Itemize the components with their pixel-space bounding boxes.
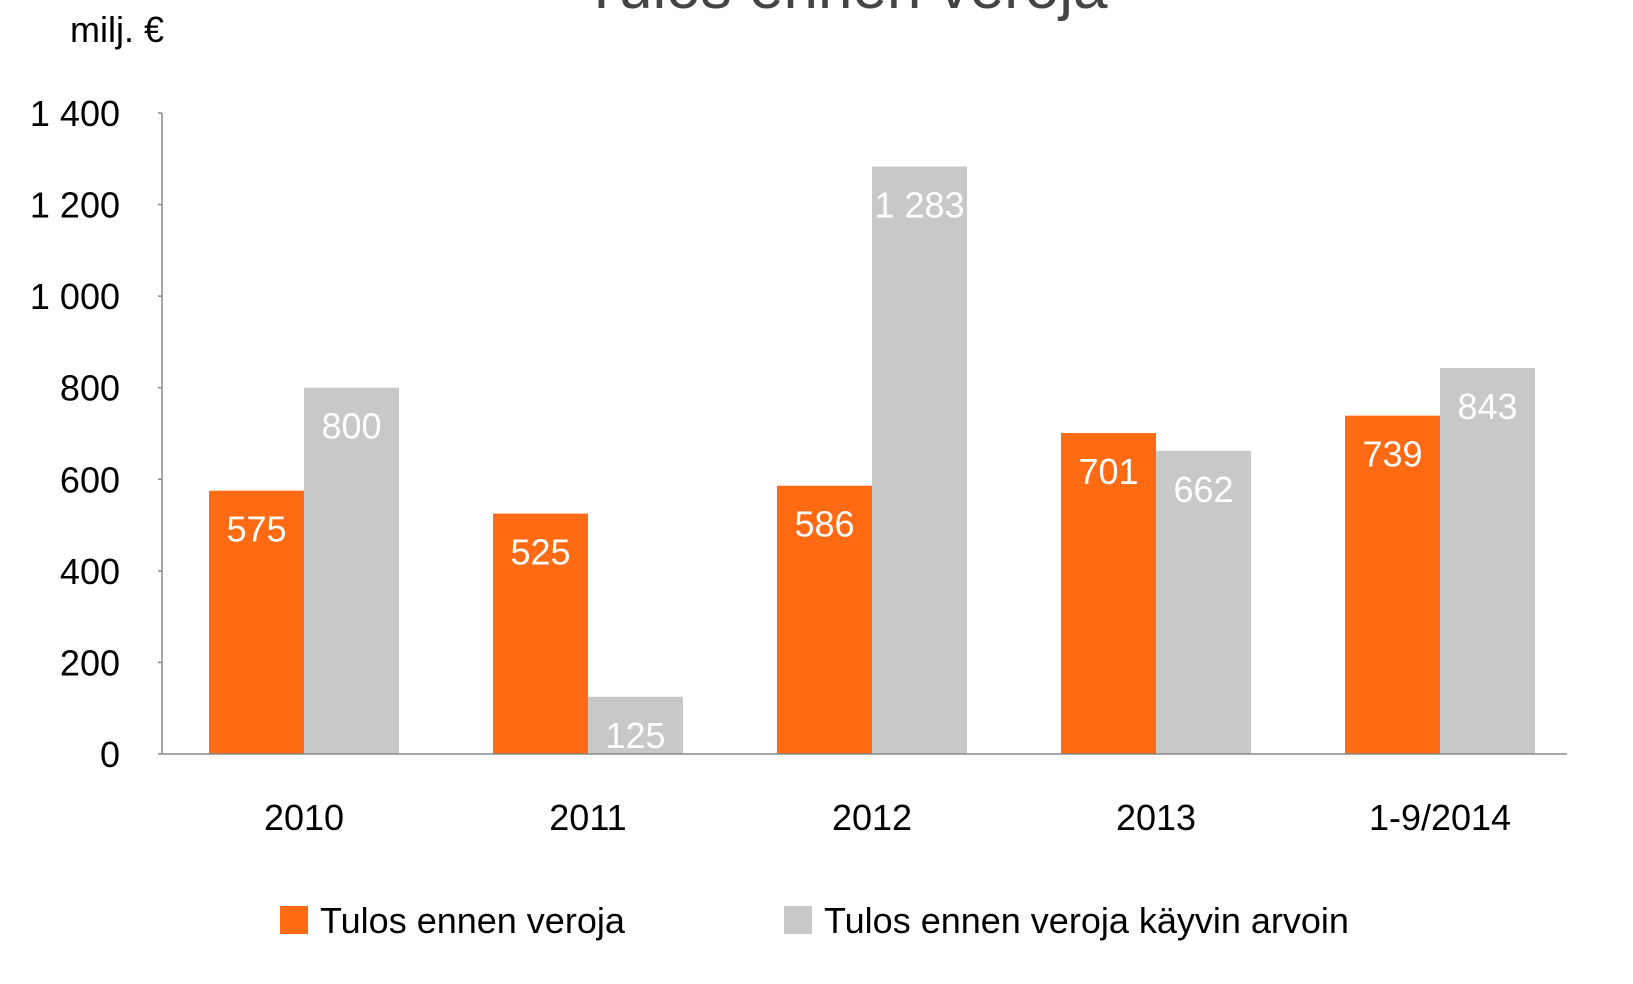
data-label: 586 <box>794 504 854 545</box>
bar <box>1061 433 1156 754</box>
y-tick-label: 200 <box>60 642 120 683</box>
data-label: 125 <box>605 715 665 756</box>
x-tick-label: 2013 <box>1116 797 1196 838</box>
legend-swatch <box>784 906 812 934</box>
bar <box>493 513 588 754</box>
y-tick-label: 600 <box>60 459 120 500</box>
data-label: 843 <box>1457 386 1517 427</box>
legend-label: Tulos ennen veroja <box>320 900 626 941</box>
x-tick-label: 2011 <box>549 797 626 838</box>
y-tick-label: 800 <box>60 368 120 409</box>
data-label: 575 <box>226 509 286 550</box>
data-label: 662 <box>1173 469 1233 510</box>
y-axis-label: milj. € <box>70 9 164 50</box>
data-label: 800 <box>321 406 381 447</box>
bar <box>777 485 872 754</box>
bar <box>1156 450 1251 754</box>
bar <box>304 387 399 754</box>
bar <box>209 490 304 754</box>
y-tick-label: 1 200 <box>30 185 120 226</box>
chart-title: Tulos ennen veroja <box>582 0 1108 22</box>
bar <box>1440 368 1535 754</box>
data-label: 1 283 <box>874 185 964 226</box>
bar <box>1345 415 1440 754</box>
y-tick-label: 400 <box>60 551 120 592</box>
data-label: 701 <box>1078 451 1138 492</box>
bar <box>588 696 683 754</box>
legend-swatch <box>280 906 308 934</box>
bar <box>872 166 967 755</box>
y-tick-label: 0 <box>100 734 120 775</box>
data-label: 525 <box>510 532 570 573</box>
y-tick-label: 1 000 <box>30 276 120 317</box>
x-tick-label: 2012 <box>832 797 912 838</box>
data-label: 739 <box>1362 434 1422 475</box>
x-tick-label: 2010 <box>264 797 344 838</box>
y-tick-label: 1 400 <box>30 93 120 134</box>
legend-label: Tulos ennen veroja käyvin arvoin <box>824 900 1349 941</box>
x-tick-label: 1-9/2014 <box>1369 797 1511 838</box>
